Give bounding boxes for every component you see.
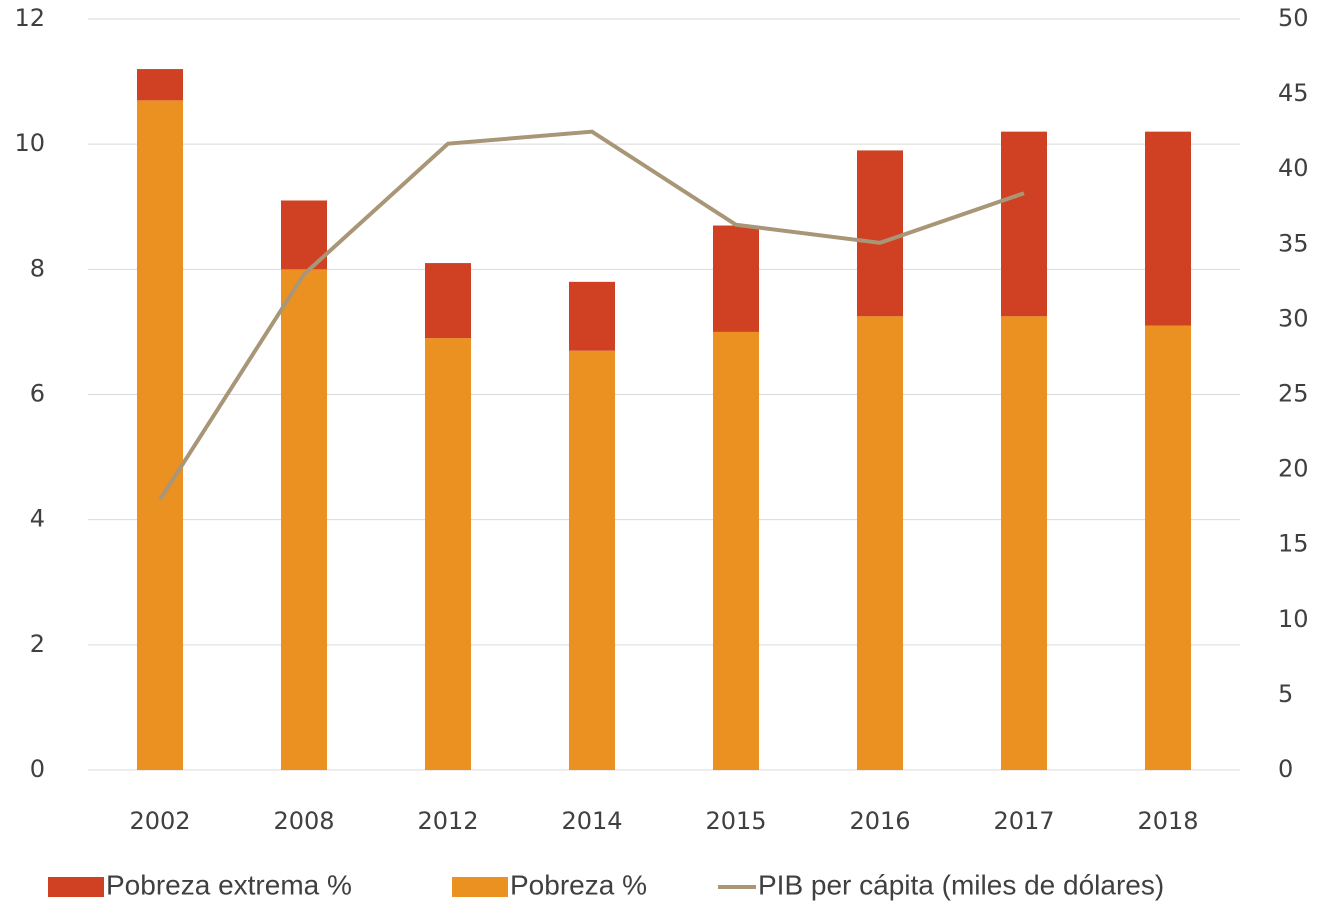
legend-label: Pobreza % [510, 869, 647, 900]
x-tick-label: 2018 [1137, 807, 1198, 835]
y2-tick-label: 15 [1278, 530, 1309, 558]
bar [857, 316, 903, 770]
legend-swatch [452, 877, 508, 897]
y-tick-label: 4 [30, 505, 45, 533]
y2-tick-label: 40 [1278, 154, 1309, 182]
bar [857, 150, 903, 317]
y-tick-label: 6 [30, 380, 45, 408]
bar [569, 281, 615, 351]
bar [425, 263, 471, 339]
bar [569, 350, 615, 770]
bar [1001, 316, 1047, 770]
x-tick-label: 2017 [993, 807, 1054, 835]
y2-tick-label: 25 [1278, 380, 1309, 408]
legend-label: PIB per cápita (miles de dólares) [758, 869, 1164, 900]
x-tick-label: 2012 [417, 807, 478, 835]
x-tick-label: 2016 [849, 807, 910, 835]
bar [281, 269, 327, 770]
x-tick-label: 2002 [129, 807, 190, 835]
y2-tick-label: 0 [1278, 755, 1293, 783]
bar [713, 331, 759, 770]
y-tick-label: 0 [30, 755, 45, 783]
x-tick-label: 2015 [705, 807, 766, 835]
bar [1145, 325, 1191, 770]
x-tick-label: 2014 [561, 807, 622, 835]
line [158, 129, 1025, 501]
legend-label: Pobreza extrema % [106, 869, 352, 900]
y2-tick-label: 35 [1278, 229, 1309, 257]
y2-tick-label: 30 [1278, 304, 1309, 332]
bar [137, 100, 183, 770]
y2-tick-label: 45 [1278, 79, 1309, 107]
y2-tick-label: 50 [1278, 4, 1309, 32]
bar [1145, 131, 1191, 326]
x-tick-label: 2008 [273, 807, 334, 835]
y2-tick-label: 20 [1278, 455, 1309, 483]
bar [137, 69, 183, 101]
bar [713, 225, 759, 332]
y-tick-label: 12 [14, 4, 45, 32]
legend-swatch [48, 877, 104, 897]
y-tick-label: 2 [30, 630, 45, 658]
y2-tick-label: 5 [1278, 680, 1293, 708]
bar [425, 338, 471, 770]
y-tick-label: 10 [14, 129, 45, 157]
y-tick-label: 8 [30, 254, 45, 282]
y2-tick-label: 10 [1278, 605, 1309, 633]
bar [1001, 131, 1047, 317]
